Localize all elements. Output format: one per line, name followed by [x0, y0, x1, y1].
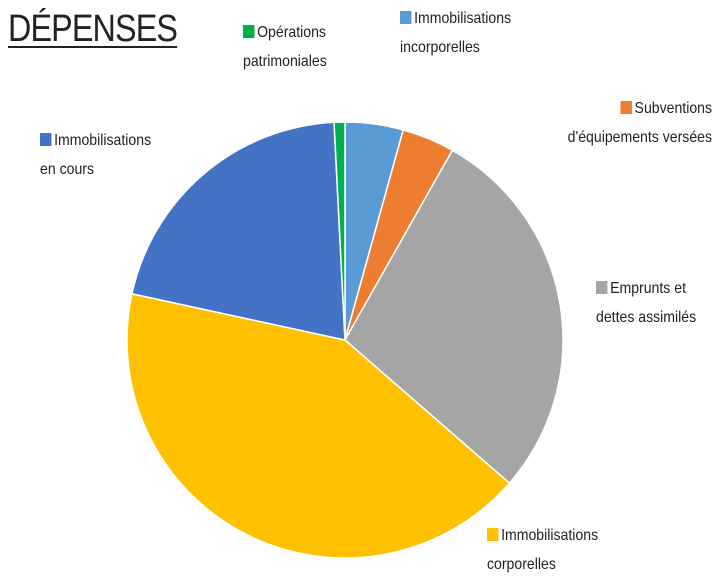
legend-label: Immobilisations en cours: [40, 132, 152, 178]
legend-entry: Opérations patrimoniales: [243, 18, 327, 76]
legend-entry: Immobilisations corporelles: [487, 521, 598, 579]
legend-entry: Immobilisations incorporelles: [400, 4, 511, 62]
pie-slice: [131, 121, 346, 341]
pie-slice: [344, 149, 564, 485]
legend-swatch: [243, 25, 255, 38]
legend-label: Immobilisations corporelles: [487, 527, 599, 573]
pie-slice: [333, 121, 346, 341]
legend-label: Subventions d'équipements versées: [567, 100, 712, 146]
legend-swatch: [40, 133, 52, 146]
legend-entry: Subventions d'équipements versées: [568, 94, 712, 152]
pie-slice: [126, 292, 511, 559]
legend-label: Emprunts et dettes assimilés: [596, 280, 697, 326]
legend-entry: Emprunts et dettes assimilés: [596, 274, 696, 332]
chart-title: DÉPENSES: [8, 8, 178, 50]
legend-swatch: [487, 528, 499, 541]
legend-entry: Immobilisations en cours: [40, 126, 151, 184]
legend-swatch: [596, 281, 608, 294]
legend-label: Opérations patrimoniales: [243, 24, 327, 70]
legend-swatch: [620, 101, 632, 114]
legend-swatch: [400, 11, 412, 24]
legend-label: Immobilisations incorporelles: [400, 10, 512, 56]
